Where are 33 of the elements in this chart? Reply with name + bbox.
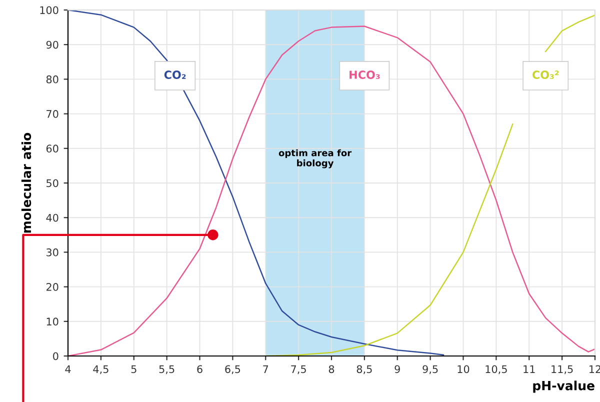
x-tick-label: 8,5 [356, 365, 372, 374]
x-tick-label: 9,5 [422, 365, 438, 374]
text: HCO₃ [350, 70, 380, 79]
x-tick-label: 10 [458, 365, 470, 374]
x-tick-label: 5,5 [159, 365, 174, 374]
x-tick-label: 9 [394, 365, 400, 374]
y-tick-label: 60 [46, 144, 58, 153]
y-tick-label: 70 [46, 110, 58, 118]
y-tick-label: 40 [46, 214, 58, 222]
x-tick-label: 4,5 [93, 365, 108, 374]
x-tick-label: 7 [263, 365, 268, 373]
y-tick-label: 50 [46, 179, 58, 188]
y-axis-title: molecular atio [21, 132, 32, 233]
y-tick-label: 30 [46, 248, 58, 256]
x-tick-label: 6,5 [225, 365, 240, 374]
x-tick-label: 11 [524, 365, 535, 373]
y-tick-label: 90 [46, 40, 58, 49]
x-tick-label: 8 [328, 365, 334, 374]
x-tick-label: 7,5 [291, 365, 306, 374]
x-tick-label: 6 [197, 365, 202, 374]
x-tick-label: 4 [65, 365, 71, 373]
series-label: CO₂ [164, 70, 186, 79]
y-tick-label: 10 [46, 318, 58, 326]
x-tick-label: 5 [131, 365, 136, 374]
band-label: optim area for biology [278, 149, 352, 168]
y-tick-label: 100 [40, 6, 58, 14]
x-tick-label: 11,5 [552, 365, 573, 374]
text: CO₃² [532, 70, 559, 79]
y-tick-label: 20 [46, 283, 58, 291]
y-tick-label: 0 [53, 352, 58, 360]
y-tick-label: 80 [46, 75, 58, 84]
x-axis-title: pH-value [533, 380, 594, 393]
x-tick-label: 10,5 [486, 365, 507, 374]
